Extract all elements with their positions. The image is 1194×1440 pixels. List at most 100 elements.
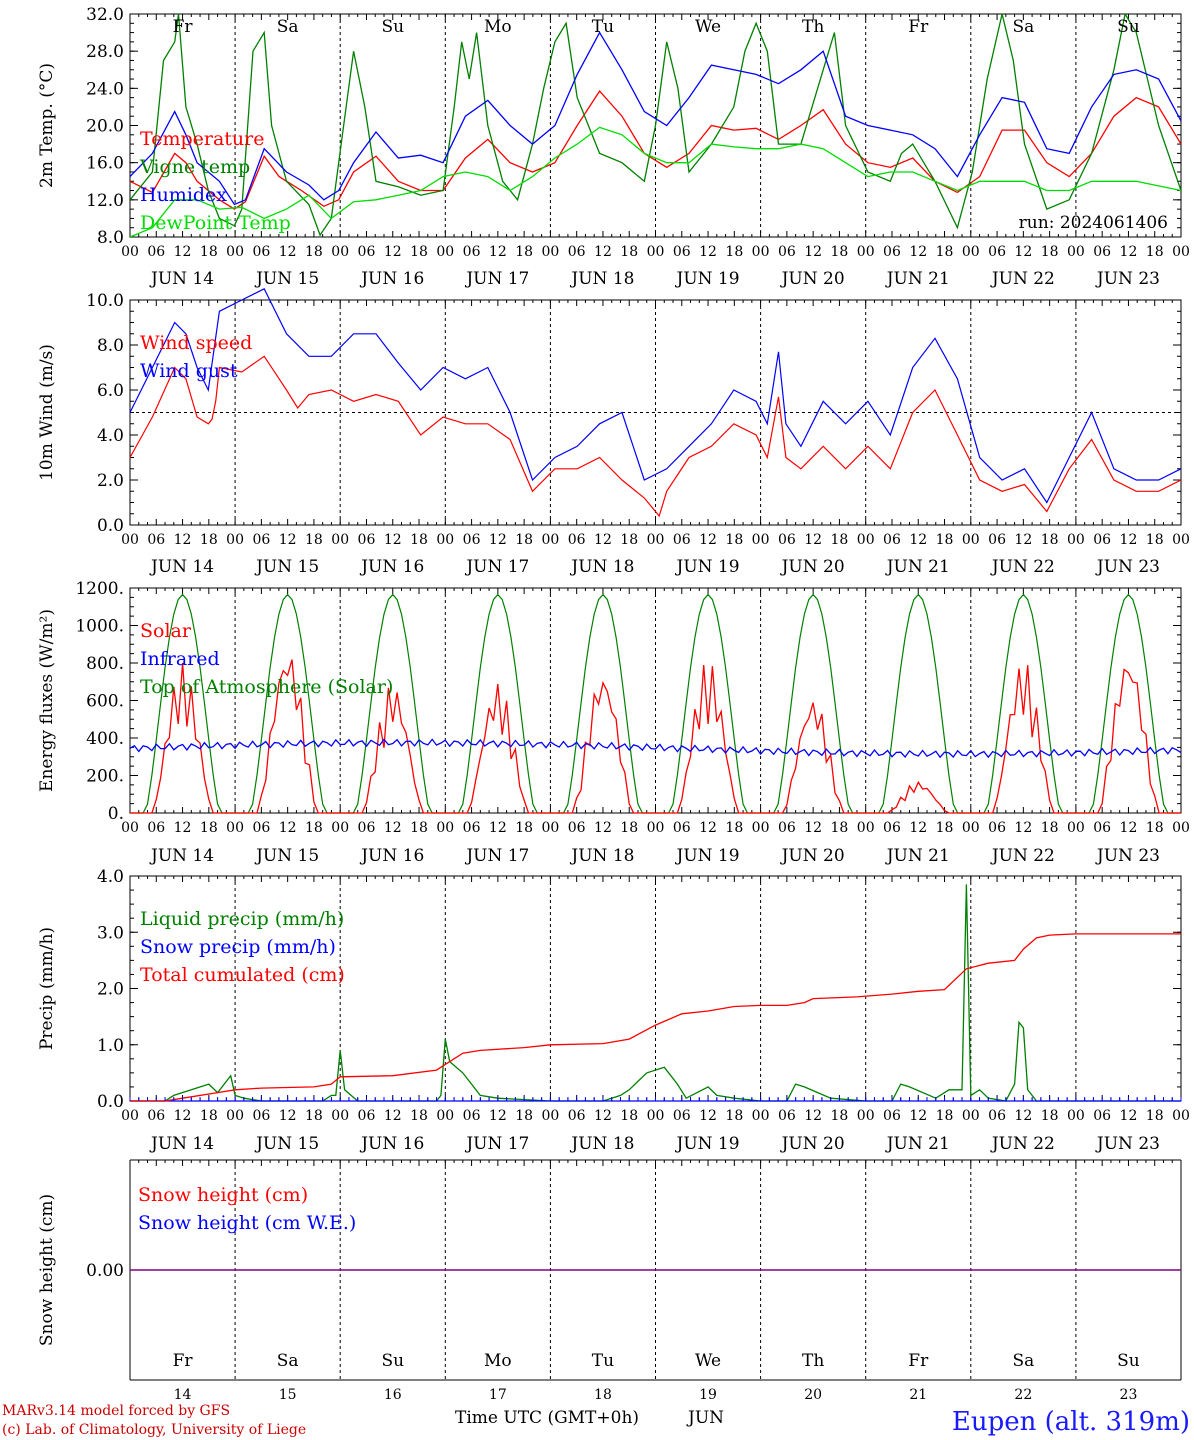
day-abbr-label: Sa xyxy=(1012,17,1034,37)
hour-tick-label: 00 xyxy=(752,820,770,836)
date-label: JUN 18 xyxy=(569,846,634,866)
hour-tick-label: 06 xyxy=(883,244,901,260)
series-line-1 xyxy=(130,14,1181,237)
hour-tick-label: 00 xyxy=(962,532,980,548)
hour-tick-label: 12 xyxy=(174,820,192,836)
legend-humidex: Humidex xyxy=(140,184,227,206)
hour-tick-label: 06 xyxy=(568,1108,586,1124)
series-line-2 xyxy=(130,933,1181,1102)
date-label: JUN 20 xyxy=(780,846,845,866)
hour-tick-label: 06 xyxy=(673,820,691,836)
hour-tick-label: 12 xyxy=(594,532,612,548)
date-label: JUN 18 xyxy=(569,269,634,289)
y-tick-label: 8.0 xyxy=(97,336,124,356)
hour-tick-label: 00 xyxy=(121,820,139,836)
date-label: JUN 21 xyxy=(885,269,950,289)
hour-tick-label: 06 xyxy=(568,532,586,548)
panel-1: 00 06 12 18 JUN 14 00 06 12 18 JUN 15 00 06 12 18 JUN … xyxy=(37,5,1190,289)
run-label: run: 2024061406 xyxy=(1019,213,1168,233)
hour-tick-label: 06 xyxy=(673,532,691,548)
hour-tick-label: 18 xyxy=(831,244,849,260)
panel-2: 00 06 12 18 JUN 14 00 06 12 18 JUN 15 00 06 12 18 JUN … xyxy=(37,287,1190,577)
y-tick-label: 12.0 xyxy=(86,191,124,211)
hour-tick-label: 06 xyxy=(358,532,376,548)
hour-tick-label: 06 xyxy=(778,532,796,548)
y-tick-label: 400. xyxy=(86,729,124,749)
day-number-label: 21 xyxy=(909,1387,927,1403)
hour-tick-label: 06 xyxy=(673,244,691,260)
hour-tick-label: 00 xyxy=(857,244,875,260)
hour-tick-label: 18 xyxy=(831,820,849,836)
hour-tick-label: 18 xyxy=(200,1108,218,1124)
date-label: JUN 22 xyxy=(990,557,1055,577)
y-tick-label: 0.0 xyxy=(97,1092,124,1112)
hour-tick-label: 00 xyxy=(857,1108,875,1124)
y-tick-label: 4.0 xyxy=(97,867,124,887)
y-tick-label: 20.0 xyxy=(86,117,124,137)
hour-tick-label: 06 xyxy=(463,1108,481,1124)
date-label: JUN 22 xyxy=(990,846,1055,866)
hour-tick-label: 12 xyxy=(594,820,612,836)
date-label: JUN 16 xyxy=(359,557,424,577)
hour-tick-label: 12 xyxy=(594,244,612,260)
hour-tick-label: 18 xyxy=(620,244,638,260)
hour-tick-label: 00 xyxy=(1067,1108,1085,1124)
hour-tick-label: 18 xyxy=(305,820,323,836)
panel-4: 00 06 12 18 JUN 14 00 06 12 18 JUN 15 00 06 12 18 JUN … xyxy=(37,867,1190,1154)
hour-tick-label: 00 xyxy=(331,820,349,836)
legend-snow-precip-mm-h-: Snow precip (mm/h) xyxy=(140,936,336,958)
hour-tick-label: 06 xyxy=(252,1108,270,1124)
date-label: JUN 14 xyxy=(149,269,214,289)
y-tick-label: 24.0 xyxy=(86,79,124,99)
date-label: JUN 23 xyxy=(1095,1134,1160,1154)
hour-tick-label: 18 xyxy=(410,1108,428,1124)
hour-tick-label: 00 xyxy=(1172,1108,1190,1124)
y-tick-label: 8.0 xyxy=(97,228,124,248)
hour-tick-label: 18 xyxy=(1146,1108,1164,1124)
hour-tick-label: 18 xyxy=(515,820,533,836)
day-number-label: 18 xyxy=(594,1387,612,1403)
hour-tick-label: 12 xyxy=(1120,532,1138,548)
y-tick-label: 1200. xyxy=(75,579,124,599)
hour-tick-label: 00 xyxy=(647,820,665,836)
date-label: JUN 18 xyxy=(569,1134,634,1154)
hour-tick-label: 18 xyxy=(936,820,954,836)
date-label: JUN 19 xyxy=(675,846,740,866)
hour-tick-label: 18 xyxy=(1146,244,1164,260)
hour-tick-label: 18 xyxy=(410,820,428,836)
day-abbr-label: Mo xyxy=(484,1351,512,1371)
date-label: JUN 19 xyxy=(675,269,740,289)
day-abbr-label: We xyxy=(695,1351,721,1371)
day-abbr-label: We xyxy=(695,17,721,37)
hour-tick-label: 00 xyxy=(436,244,454,260)
y-tick-label: 1000. xyxy=(75,617,124,637)
hour-tick-label: 12 xyxy=(384,532,402,548)
hour-tick-label: 12 xyxy=(174,1108,192,1124)
y-tick-label: 0.00 xyxy=(86,1261,124,1281)
hour-tick-label: 18 xyxy=(200,244,218,260)
y-axis-label: 10m Wind (m/s) xyxy=(37,344,57,481)
hour-tick-label: 06 xyxy=(988,820,1006,836)
date-label: JUN 18 xyxy=(569,557,634,577)
series-line-solar xyxy=(130,659,1181,814)
hour-tick-label: 12 xyxy=(174,532,192,548)
hour-tick-label: 18 xyxy=(725,1108,743,1124)
hour-tick-label: 00 xyxy=(121,244,139,260)
day-abbr-label: Sa xyxy=(1012,1351,1034,1371)
hour-tick-label: 18 xyxy=(305,244,323,260)
hour-tick-label: 12 xyxy=(909,532,927,548)
day-abbr-label: Fr xyxy=(173,17,194,37)
date-label: JUN 21 xyxy=(885,1134,950,1154)
legend-wind-gust: Wind gust xyxy=(140,360,238,382)
hour-tick-label: 06 xyxy=(358,1108,376,1124)
date-label: JUN 19 xyxy=(675,1134,740,1154)
hour-tick-label: 00 xyxy=(331,532,349,548)
hour-tick-label: 18 xyxy=(936,1108,954,1124)
day-abbr-label: Tu xyxy=(592,1351,614,1371)
hour-tick-label: 06 xyxy=(252,820,270,836)
hour-tick-label: 12 xyxy=(594,1108,612,1124)
hour-tick-label: 12 xyxy=(699,244,717,260)
date-label: JUN 15 xyxy=(254,1134,319,1154)
hour-tick-label: 00 xyxy=(752,244,770,260)
date-label: JUN 15 xyxy=(254,846,319,866)
